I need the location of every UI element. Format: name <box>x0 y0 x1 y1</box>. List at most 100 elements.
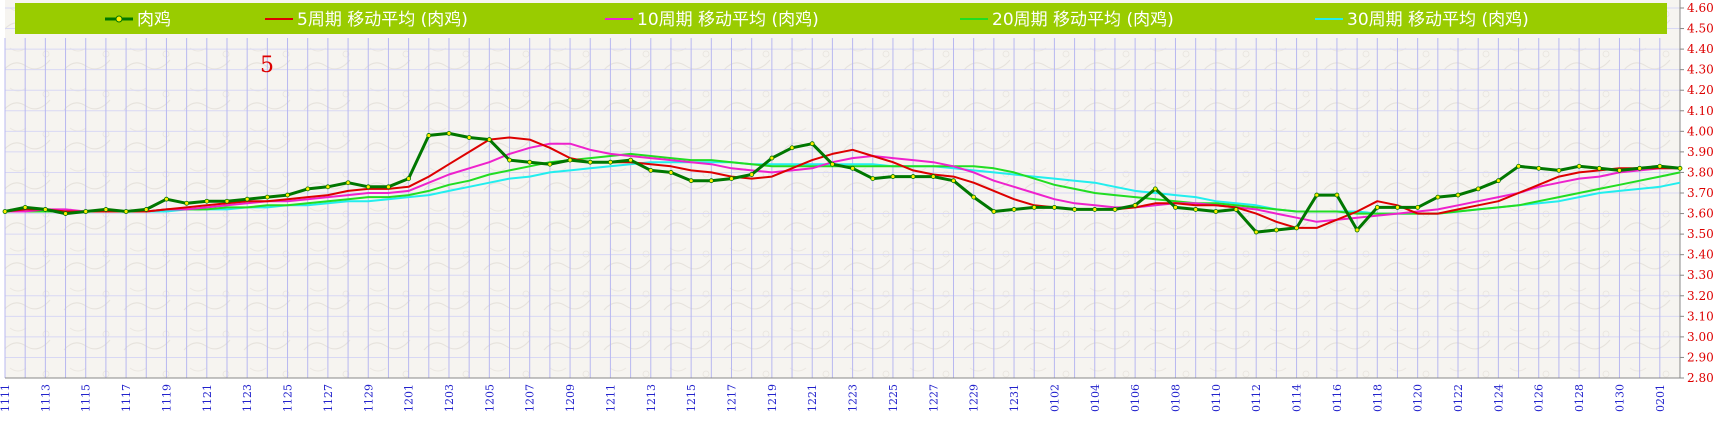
price-point <box>103 207 109 212</box>
price-point <box>809 141 815 147</box>
price-point <box>1072 207 1077 212</box>
price-point <box>42 207 48 212</box>
price-point <box>930 174 936 179</box>
price-point <box>143 207 149 212</box>
price-point <box>527 159 533 165</box>
x-tick-label: 1223 <box>847 384 860 412</box>
legend-label-ma30: 30周期 移动平均 (肉鸡) <box>1347 10 1529 30</box>
x-tick-label: 1231 <box>1008 384 1021 412</box>
price-point <box>63 211 68 216</box>
price-point <box>1637 165 1643 171</box>
x-tick-label: 1217 <box>726 384 739 412</box>
price-point <box>1677 165 1683 171</box>
y-tick-label: 3.50 <box>1687 227 1714 241</box>
x-tick-label: 1227 <box>927 384 940 412</box>
y-tick-label: 4.40 <box>1687 42 1714 56</box>
price-point <box>2 209 8 214</box>
y-tick-label: 3.10 <box>1687 309 1714 323</box>
price-point <box>507 157 512 163</box>
price-point <box>486 137 492 142</box>
x-tick-label: 0122 <box>1452 384 1465 412</box>
legend: 肉鸡 5周期 移动平均 (肉鸡) 10周期 移动平均 (肉鸡) 20周期 移动平均 (… <box>105 10 1529 30</box>
x-tick-label: 1213 <box>645 384 658 412</box>
x-tick-label: 0108 <box>1170 384 1183 412</box>
x-tick-label: 1119 <box>160 384 173 412</box>
x-tick-label: 1205 <box>483 384 496 412</box>
x-tick-label: 1219 <box>766 384 779 412</box>
price-point <box>991 209 997 214</box>
price-point <box>567 157 573 163</box>
price-point <box>466 135 472 140</box>
x-tick-label: 0118 <box>1371 384 1384 412</box>
price-point <box>123 209 129 214</box>
price-point <box>1374 204 1380 210</box>
x-axis-ticks: 1111 1113 1115 1117 1119 1121 1123 1125 1127 1129… <box>0 384 1667 412</box>
price-point <box>1031 204 1037 210</box>
price-point <box>1132 202 1138 208</box>
price-point <box>1657 163 1663 169</box>
x-tick-label: 0128 <box>1573 384 1586 412</box>
price-point <box>426 133 432 138</box>
y-tick-label: 3.00 <box>1687 330 1714 344</box>
y-tick-label: 3.70 <box>1687 186 1714 200</box>
y-tick-label: 3.20 <box>1687 289 1714 303</box>
price-point <box>164 196 169 202</box>
x-tick-label: 1211 <box>604 384 617 412</box>
legend-label-price: 肉鸡 <box>137 10 171 30</box>
x-tick-label: 1125 <box>282 384 295 412</box>
price-point <box>446 130 452 136</box>
price-point <box>1576 163 1582 169</box>
price-point <box>951 178 956 184</box>
series-line-ma10 <box>5 142 1680 223</box>
price-point <box>608 159 613 165</box>
x-tick-label: 1111 <box>0 384 12 412</box>
price-point <box>345 180 351 186</box>
price-point <box>1051 204 1057 210</box>
price-point <box>1395 204 1400 210</box>
x-tick-label: 1129 <box>362 384 375 412</box>
price-point <box>830 161 835 167</box>
price-point <box>628 157 634 163</box>
x-tick-label: 1117 <box>120 384 133 412</box>
y-tick-label: 4.00 <box>1687 124 1714 138</box>
price-point <box>1253 229 1259 235</box>
x-tick-label: 0102 <box>1048 384 1061 412</box>
price-point <box>244 196 250 202</box>
x-tick-label: 0114 <box>1291 384 1304 412</box>
price-point <box>1011 207 1017 212</box>
x-tick-label: 1201 <box>403 384 416 412</box>
y-tick-label: 4.50 <box>1687 22 1714 36</box>
series-line-price <box>4 131 1681 234</box>
x-tick-label: 1229 <box>968 384 981 412</box>
x-tick-label: 0130 <box>1614 384 1627 412</box>
x-tick-label: 1209 <box>564 384 577 412</box>
price-point <box>1354 227 1360 233</box>
y-axis-ticks: 2.80 2.90 3.00 3.10 3.20 3.30 3.40 3.50 3.60 3.70… <box>1680 1 1714 385</box>
y-tick-label: 3.90 <box>1687 145 1714 159</box>
x-tick-label: 0112 <box>1250 384 1263 412</box>
x-tick-label: 1215 <box>685 384 698 412</box>
x-tick-label: 1123 <box>241 384 254 412</box>
price-point <box>204 198 210 204</box>
price-point <box>305 186 311 192</box>
price-point <box>1536 165 1542 171</box>
price-point <box>789 145 795 151</box>
price-point <box>1455 192 1461 198</box>
y-tick-label: 3.80 <box>1687 165 1714 179</box>
price-point <box>1173 204 1178 210</box>
price-point <box>890 174 896 179</box>
y-tick-label: 3.40 <box>1687 248 1714 262</box>
x-tick-label: 1225 <box>887 384 900 412</box>
legend-label-ma5: 5周期 移动平均 (肉鸡) <box>297 10 468 30</box>
price-point <box>668 170 674 175</box>
price-point <box>587 159 593 165</box>
price-point <box>1294 225 1299 231</box>
price-point <box>325 184 331 190</box>
legend-label-ma10: 10周期 移动平均 (肉鸡) <box>637 10 819 30</box>
price-point <box>850 165 855 171</box>
x-tick-label: 0106 <box>1129 384 1142 412</box>
price-point <box>688 178 694 184</box>
price-point <box>1233 207 1239 212</box>
price-point <box>264 194 270 200</box>
x-tick-label: 0201 <box>1654 384 1667 412</box>
